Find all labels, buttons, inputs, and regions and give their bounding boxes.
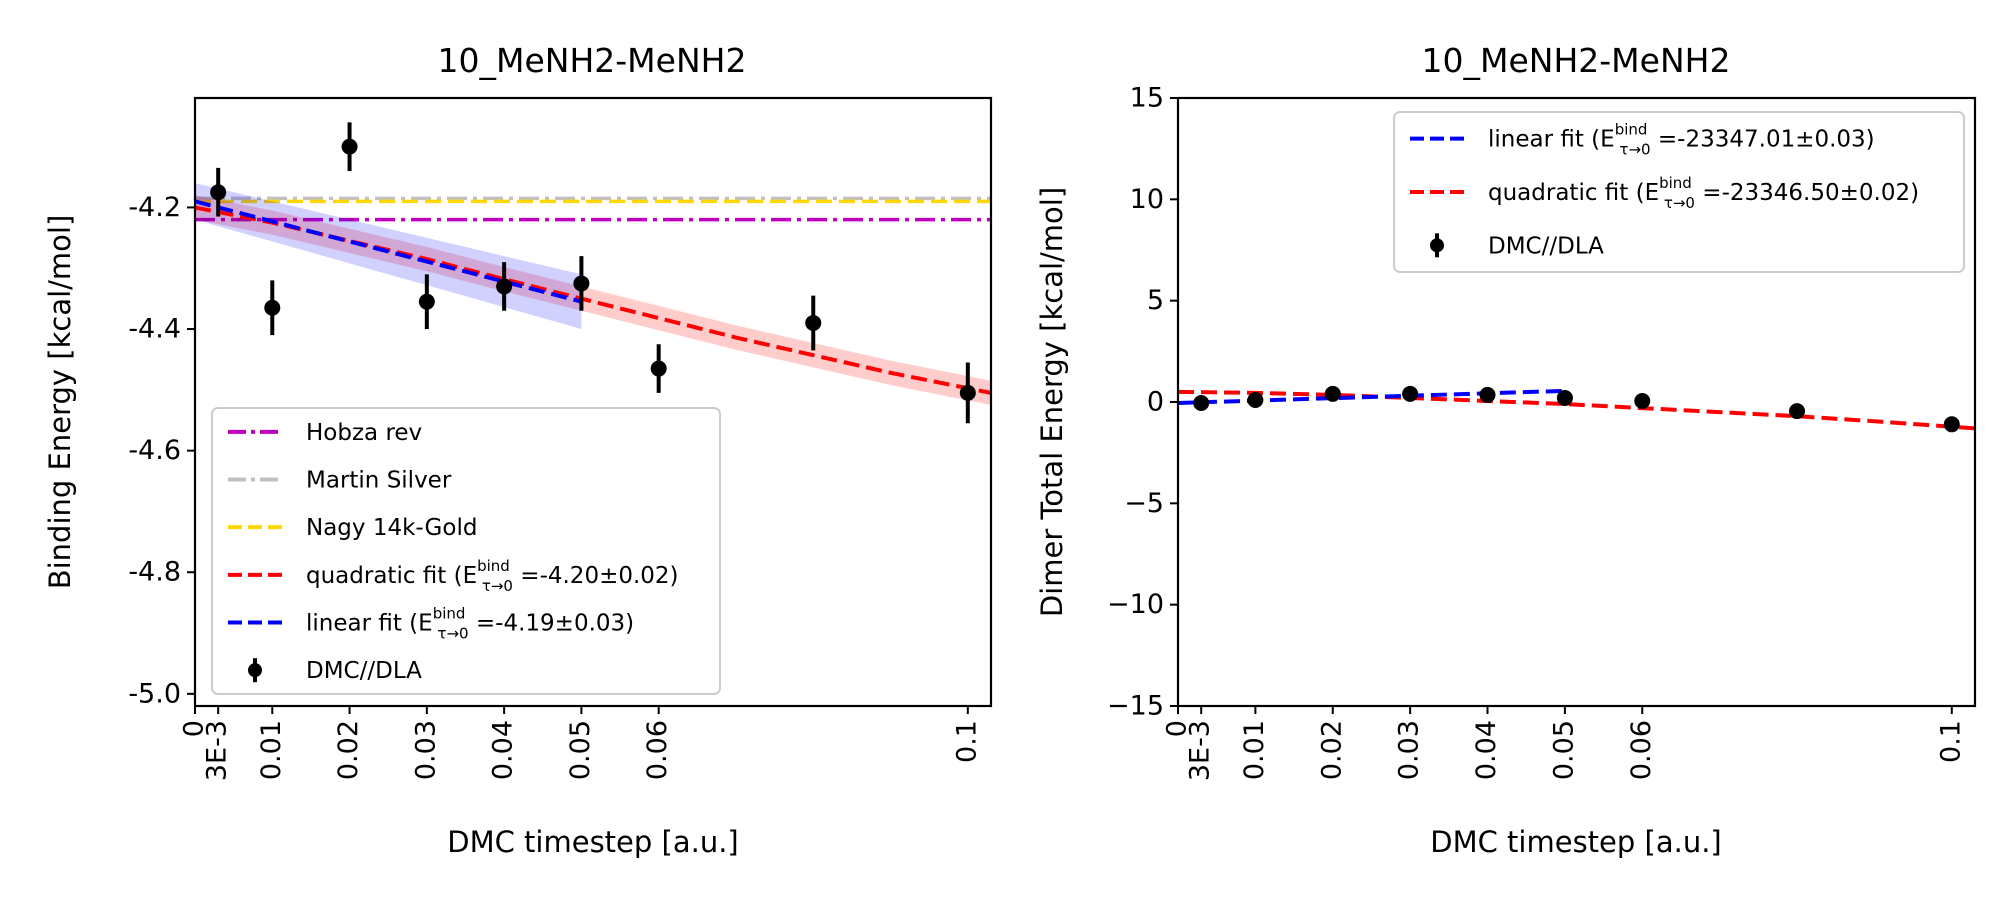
y-tick-label: -4.2 (128, 192, 181, 223)
x-tick-label: 0.02 (333, 720, 364, 780)
y-tick-label: -5.0 (128, 678, 181, 709)
legend-label: Nagy 14k-Gold (306, 515, 477, 541)
x-tick-label: 0.03 (1394, 720, 1425, 780)
data-point (1247, 391, 1264, 408)
data-point (341, 138, 358, 155)
data-point (1193, 395, 1210, 412)
quadratic-fit-band (195, 195, 991, 406)
linear-fit-line (195, 199, 582, 304)
data-point (1789, 403, 1806, 420)
y-tick-label: 0 (1147, 387, 1164, 418)
y-axis-label: Binding Energy [kcal/mol] (43, 215, 77, 590)
data-point (1479, 386, 1496, 403)
x-tick-label: 3E-3 (202, 720, 233, 781)
legend: linear fit (Ebind τ→0 =-23347.01±0.03) qua… (1393, 111, 1965, 273)
linear-fit-band (195, 183, 582, 330)
legend-label: quadratic fit (Ebind τ→0 =-23346.50±0.02) (1488, 174, 1919, 212)
legend-label: DMC//DLA (1488, 233, 1604, 259)
x-tick-label: 0.1 (1935, 720, 1966, 763)
x-tick-label: 0.05 (1548, 720, 1579, 780)
data-point (418, 293, 435, 310)
x-tick-label: 0.05 (565, 720, 596, 780)
dimer-total-energy-chart: 10_MeNH2-MeNH2 03E-3 0.01 0.02 0.03 0.04 0.05… (1035, 41, 1977, 859)
y-tick-label: -4.4 (128, 314, 181, 345)
data-point (210, 184, 227, 201)
x-tick-label: 0 (179, 720, 210, 737)
legend-label: Hobza rev (306, 420, 422, 446)
x-axis-label: DMC timestep [a.u.] (447, 825, 739, 859)
x-tick-label: 0.01 (1239, 720, 1270, 780)
legend-marker (248, 663, 262, 678)
legend-label: Martin Silver (306, 468, 452, 494)
legend-label: linear fit (Ebind τ→0 =-23347.01±0.03) (1488, 121, 1875, 159)
y-tick-label: −5 (1124, 488, 1164, 519)
x-tick-label: 0.04 (1471, 720, 1502, 780)
linear-fit-line (1178, 388, 1565, 406)
y-tick-label: 5 (1147, 285, 1164, 316)
legend-box (1393, 111, 1965, 273)
data-point (496, 278, 513, 295)
x-tick-label: 0.01 (256, 720, 287, 780)
x-tick-label: 0.1 (951, 720, 982, 763)
legend-box (211, 407, 721, 695)
x-tick-label: 3E-3 (1185, 720, 1216, 781)
x-tick-label: 0.04 (488, 720, 519, 780)
data-point (805, 314, 822, 331)
data-point (650, 360, 667, 377)
x-axis-label: DMC timestep [a.u.] (1430, 825, 1722, 859)
x-tick-label: 0.06 (642, 720, 673, 780)
legend-label: quadratic fit (Ebind τ→0 =-4.20±0.02) (306, 557, 679, 595)
legend: Hobza rev Martin Silver Nagy 14k-Gold quadr… (211, 407, 721, 695)
data-point (1556, 389, 1573, 406)
binding-energy-chart: 10_MeNH2-MeNH2 03E-3 0.01 0.02 0.03 0.04 0.05… (43, 41, 993, 859)
y-tick-label: −15 (1107, 691, 1164, 722)
legend-marker (1430, 238, 1444, 253)
legend-label: linear fit (Ebind τ→0 =-4.19±0.03) (306, 605, 634, 643)
data-point (1634, 392, 1651, 409)
data-point (959, 384, 976, 401)
data-point (1402, 385, 1419, 402)
y-axis-label: Dimer Total Energy [kcal/mol] (1035, 187, 1069, 617)
legend-label: DMC//DLA (306, 658, 422, 684)
y-tick-label: 10 (1130, 184, 1164, 215)
y-tick-label: 15 (1130, 83, 1164, 114)
x-tick-label: 0 (1162, 720, 1193, 737)
x-tick-label: 0.02 (1316, 720, 1347, 780)
y-tick-label: −10 (1107, 589, 1164, 620)
chart-title: 10_MeNH2-MeNH2 (438, 41, 747, 80)
y-tick-label: -4.8 (128, 557, 181, 588)
data-point (1943, 416, 1960, 433)
x-tick-label: 0.03 (410, 720, 441, 780)
data-point (573, 275, 590, 292)
x-tick-label: 0.06 (1626, 720, 1657, 780)
data-point (1324, 385, 1341, 402)
chart-title: 10_MeNH2-MeNH2 (1422, 41, 1731, 80)
plot-frame (193, 96, 993, 708)
data-point (264, 299, 281, 316)
quadratic-fit-line (1178, 389, 1975, 431)
y-tick-label: -4.6 (128, 435, 181, 466)
